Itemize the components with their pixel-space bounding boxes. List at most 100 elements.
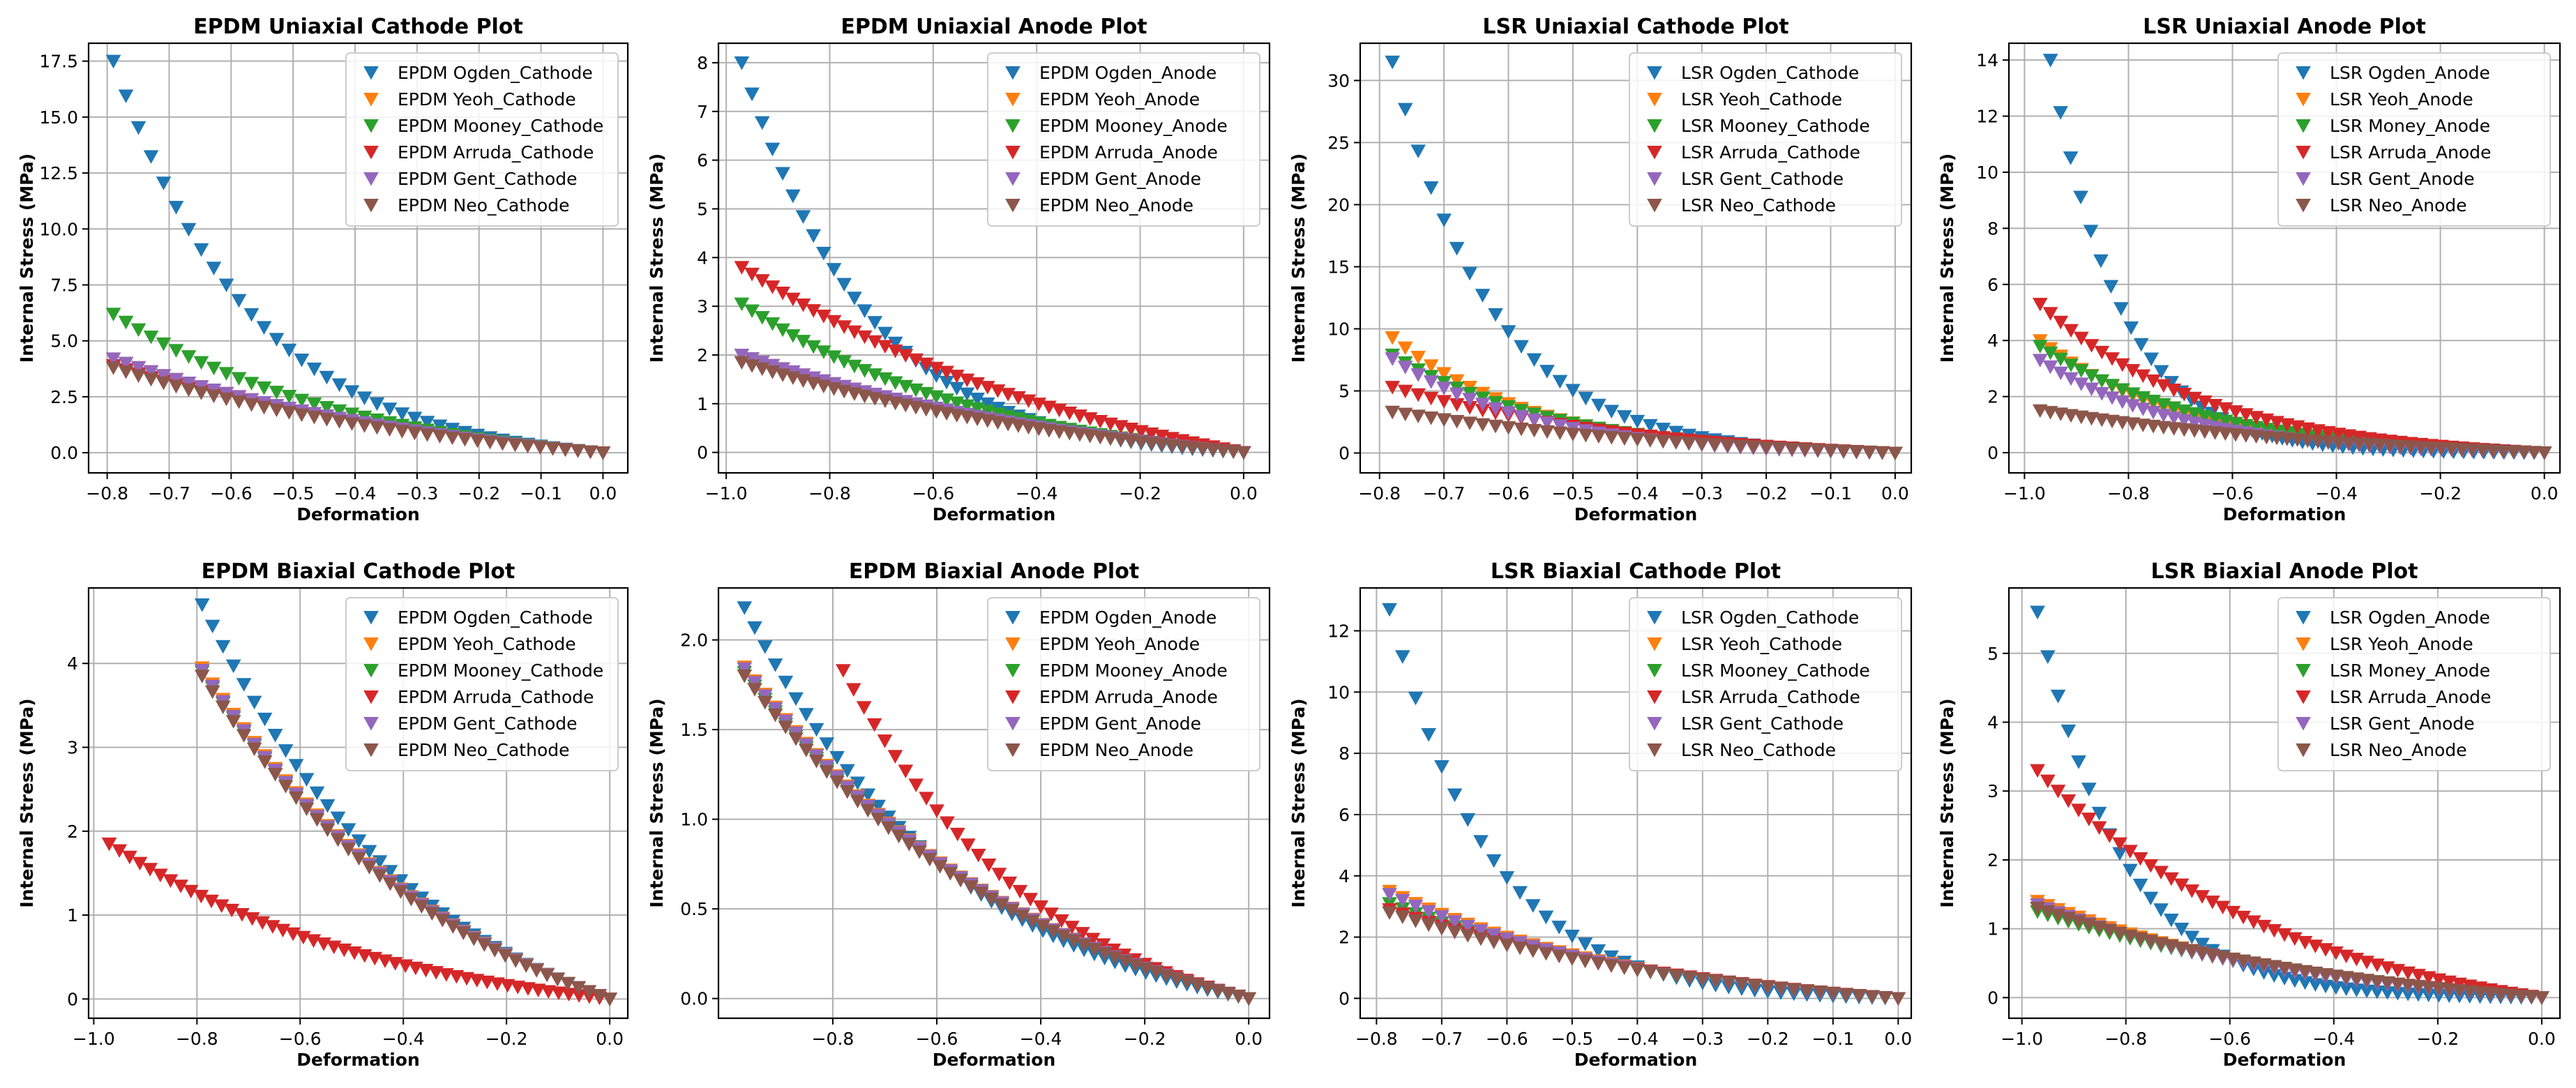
data-point <box>847 292 862 305</box>
data-point <box>278 744 294 758</box>
series-6 <box>734 356 1251 460</box>
y-axis-label: Internal Stress (MPa) <box>17 698 37 907</box>
data-point <box>449 969 465 984</box>
data-point <box>1397 407 1413 422</box>
x-tick-label: 0.0 <box>2531 483 2559 504</box>
data-point <box>2073 364 2089 378</box>
data-point <box>2125 387 2141 401</box>
legend-marker <box>1005 119 1020 133</box>
chart-panel-8: −1.0 −0.8 −0.6 −0.4 −0.2 0.0 0 1 2 3 4 5 LSR Biaxial… <box>1937 559 2561 1070</box>
data-point <box>747 676 762 690</box>
axes-frame <box>1359 587 1913 1020</box>
legend-label: LSR Yeoh_Cathode <box>1681 634 1842 654</box>
data-point <box>2094 413 2110 428</box>
data-point <box>867 368 883 382</box>
data-point <box>778 675 794 690</box>
data-point <box>361 861 377 875</box>
data-point <box>529 964 545 978</box>
y-axis-label: Internal Stress (MPa) <box>1937 698 1957 907</box>
data-point <box>757 640 773 654</box>
data-point <box>2217 427 2234 441</box>
data-point <box>1655 435 1671 449</box>
data-point <box>2513 990 2529 1004</box>
data-point <box>1512 886 1528 900</box>
legend-marker <box>363 690 379 704</box>
data-point <box>1164 439 1180 453</box>
data-point <box>2277 928 2292 942</box>
data-point <box>819 765 835 779</box>
legend-marker <box>1647 146 1662 160</box>
data-point <box>224 903 240 918</box>
data-point <box>1449 374 1465 388</box>
legend-marker <box>1005 146 1020 160</box>
data-point <box>1475 418 1491 432</box>
data-point <box>1669 969 1685 983</box>
data-point <box>826 263 842 277</box>
legend-marker <box>1647 717 1662 731</box>
data-point <box>236 678 252 692</box>
data-point <box>387 957 403 971</box>
data-point <box>1421 918 1437 932</box>
data-point <box>1564 929 1580 944</box>
data-point <box>1066 934 1082 949</box>
data-point <box>595 446 611 460</box>
data-point <box>2485 444 2501 458</box>
data-point <box>1436 213 1452 227</box>
data-point <box>878 326 893 341</box>
data-point <box>2135 391 2151 405</box>
data-point <box>826 350 842 364</box>
data-point <box>1629 963 1645 978</box>
data-point <box>734 261 750 275</box>
data-point <box>918 402 934 417</box>
x-tick-label: −1.0 <box>73 1029 115 1049</box>
data-point <box>1629 414 1645 429</box>
chart-panel-4: −1.0 −0.8 −0.6 −0.4 −0.2 0.0 0 2 4 6 8 10 12 14 LSR Un… <box>1937 15 2561 524</box>
legend-marker <box>363 717 379 731</box>
x-tick-label: −0.3 <box>396 483 439 504</box>
x-tick-label: −0.5 <box>272 483 315 504</box>
data-point <box>991 868 1007 882</box>
data-point <box>372 869 388 883</box>
y-tick-label: 10 <box>1327 319 1350 339</box>
data-point <box>2084 411 2100 426</box>
legend-label: LSR Arruda_Cathode <box>1681 142 1860 163</box>
data-point <box>860 803 876 818</box>
data-point <box>1734 977 1749 992</box>
data-point <box>545 441 561 456</box>
x-tick-label: −0.4 <box>1616 483 1659 504</box>
data-point <box>288 759 304 773</box>
data-point <box>407 411 423 425</box>
data-point <box>394 407 410 421</box>
data-point <box>1103 432 1118 446</box>
data-point <box>2318 968 2333 982</box>
data-point <box>887 750 903 764</box>
data-point <box>2125 417 2141 431</box>
data-point <box>1578 391 1594 406</box>
legend-box <box>1629 597 1902 771</box>
series-6 <box>2032 404 2552 460</box>
data-point <box>929 804 944 818</box>
data-point <box>206 262 222 275</box>
chart-panel-2: −1.0 −0.8 −0.6 −0.4 −0.2 0.0 0 1 2 3 4 5 6 7 8 EPDM Uni… <box>647 15 1271 524</box>
y-tick-label: 4 <box>67 653 78 674</box>
data-point <box>1888 446 1903 461</box>
data-point <box>788 692 804 707</box>
y-tick-label: 2 <box>1987 387 1998 407</box>
data-point <box>2393 439 2408 454</box>
data-point <box>403 893 419 907</box>
data-point <box>2307 966 2323 981</box>
data-point <box>1434 910 1449 924</box>
data-point <box>2030 605 2045 620</box>
y-tick-label: 1 <box>697 394 708 414</box>
data-point <box>2277 962 2292 976</box>
data-point <box>2153 903 2169 917</box>
data-point <box>2103 280 2119 294</box>
data-point <box>1382 888 1397 902</box>
data-point <box>2091 821 2107 835</box>
data-point <box>2042 406 2058 420</box>
x-tick-label: −0.2 <box>1747 1029 1789 1049</box>
data-point <box>1810 444 1825 458</box>
data-point <box>479 975 495 990</box>
data-point <box>398 959 414 974</box>
data-point <box>1113 433 1129 448</box>
